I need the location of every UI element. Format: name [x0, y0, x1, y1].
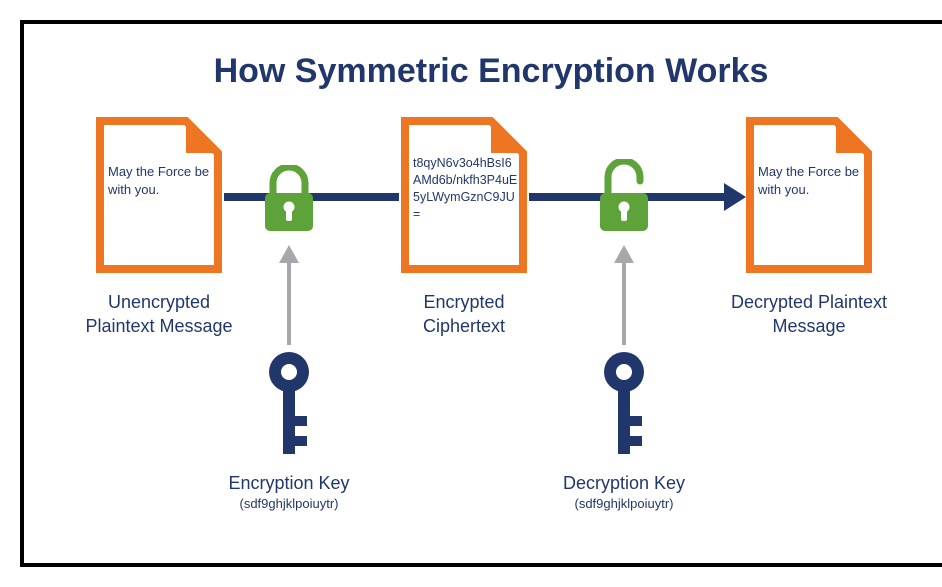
plaintext-label: Unencrypted Plaintext Message	[79, 290, 239, 339]
decrypted-content: May the Force be with you.	[758, 163, 864, 198]
decryption-key-value: (sdf9ghjklpoiuytr)	[554, 496, 694, 511]
decrypted-document: May the Force be with you.	[744, 115, 874, 275]
lock-open-icon	[594, 159, 654, 235]
page-title: How Symmetric Encryption Works	[64, 52, 918, 91]
encryption-key: Encryption Key (sdf9ghjklpoiuytr)	[219, 350, 359, 511]
flow-arrowhead	[724, 183, 746, 211]
key-to-lock-arrow-1	[274, 245, 304, 350]
ciphertext-content: t8qyN6v3o4hBsI6AMd6b/nkfh3P4uE5yLWymGznC…	[413, 155, 519, 223]
decrypted-label: Decrypted Plaintext Message	[729, 290, 889, 339]
decryption-key: Decryption Key (sdf9ghjklpoiuytr)	[554, 350, 694, 511]
encryption-key-label: Encryption Key	[219, 473, 359, 494]
plaintext-document: May the Force be with you.	[94, 115, 224, 275]
ciphertext-document: t8qyN6v3o4hBsI6AMd6b/nkfh3P4uE5yLWymGznC…	[399, 115, 529, 275]
key-icon	[596, 350, 652, 460]
plaintext-content: May the Force be with you.	[108, 163, 214, 198]
key-to-lock-arrow-2	[609, 245, 639, 350]
decryption-lock	[594, 159, 654, 240]
ciphertext-label: Encrypted Ciphertext	[384, 290, 544, 339]
key-icon	[261, 350, 317, 460]
diagram-frame: How Symmetric Encryption Works May the F…	[20, 20, 942, 567]
decryption-key-label: Decryption Key	[554, 473, 694, 494]
encryption-key-value: (sdf9ghjklpoiuytr)	[219, 496, 359, 511]
diagram-area: May the Force be with you. Unencrypted P…	[64, 115, 918, 535]
encryption-lock	[259, 165, 319, 240]
lock-closed-icon	[259, 165, 319, 235]
